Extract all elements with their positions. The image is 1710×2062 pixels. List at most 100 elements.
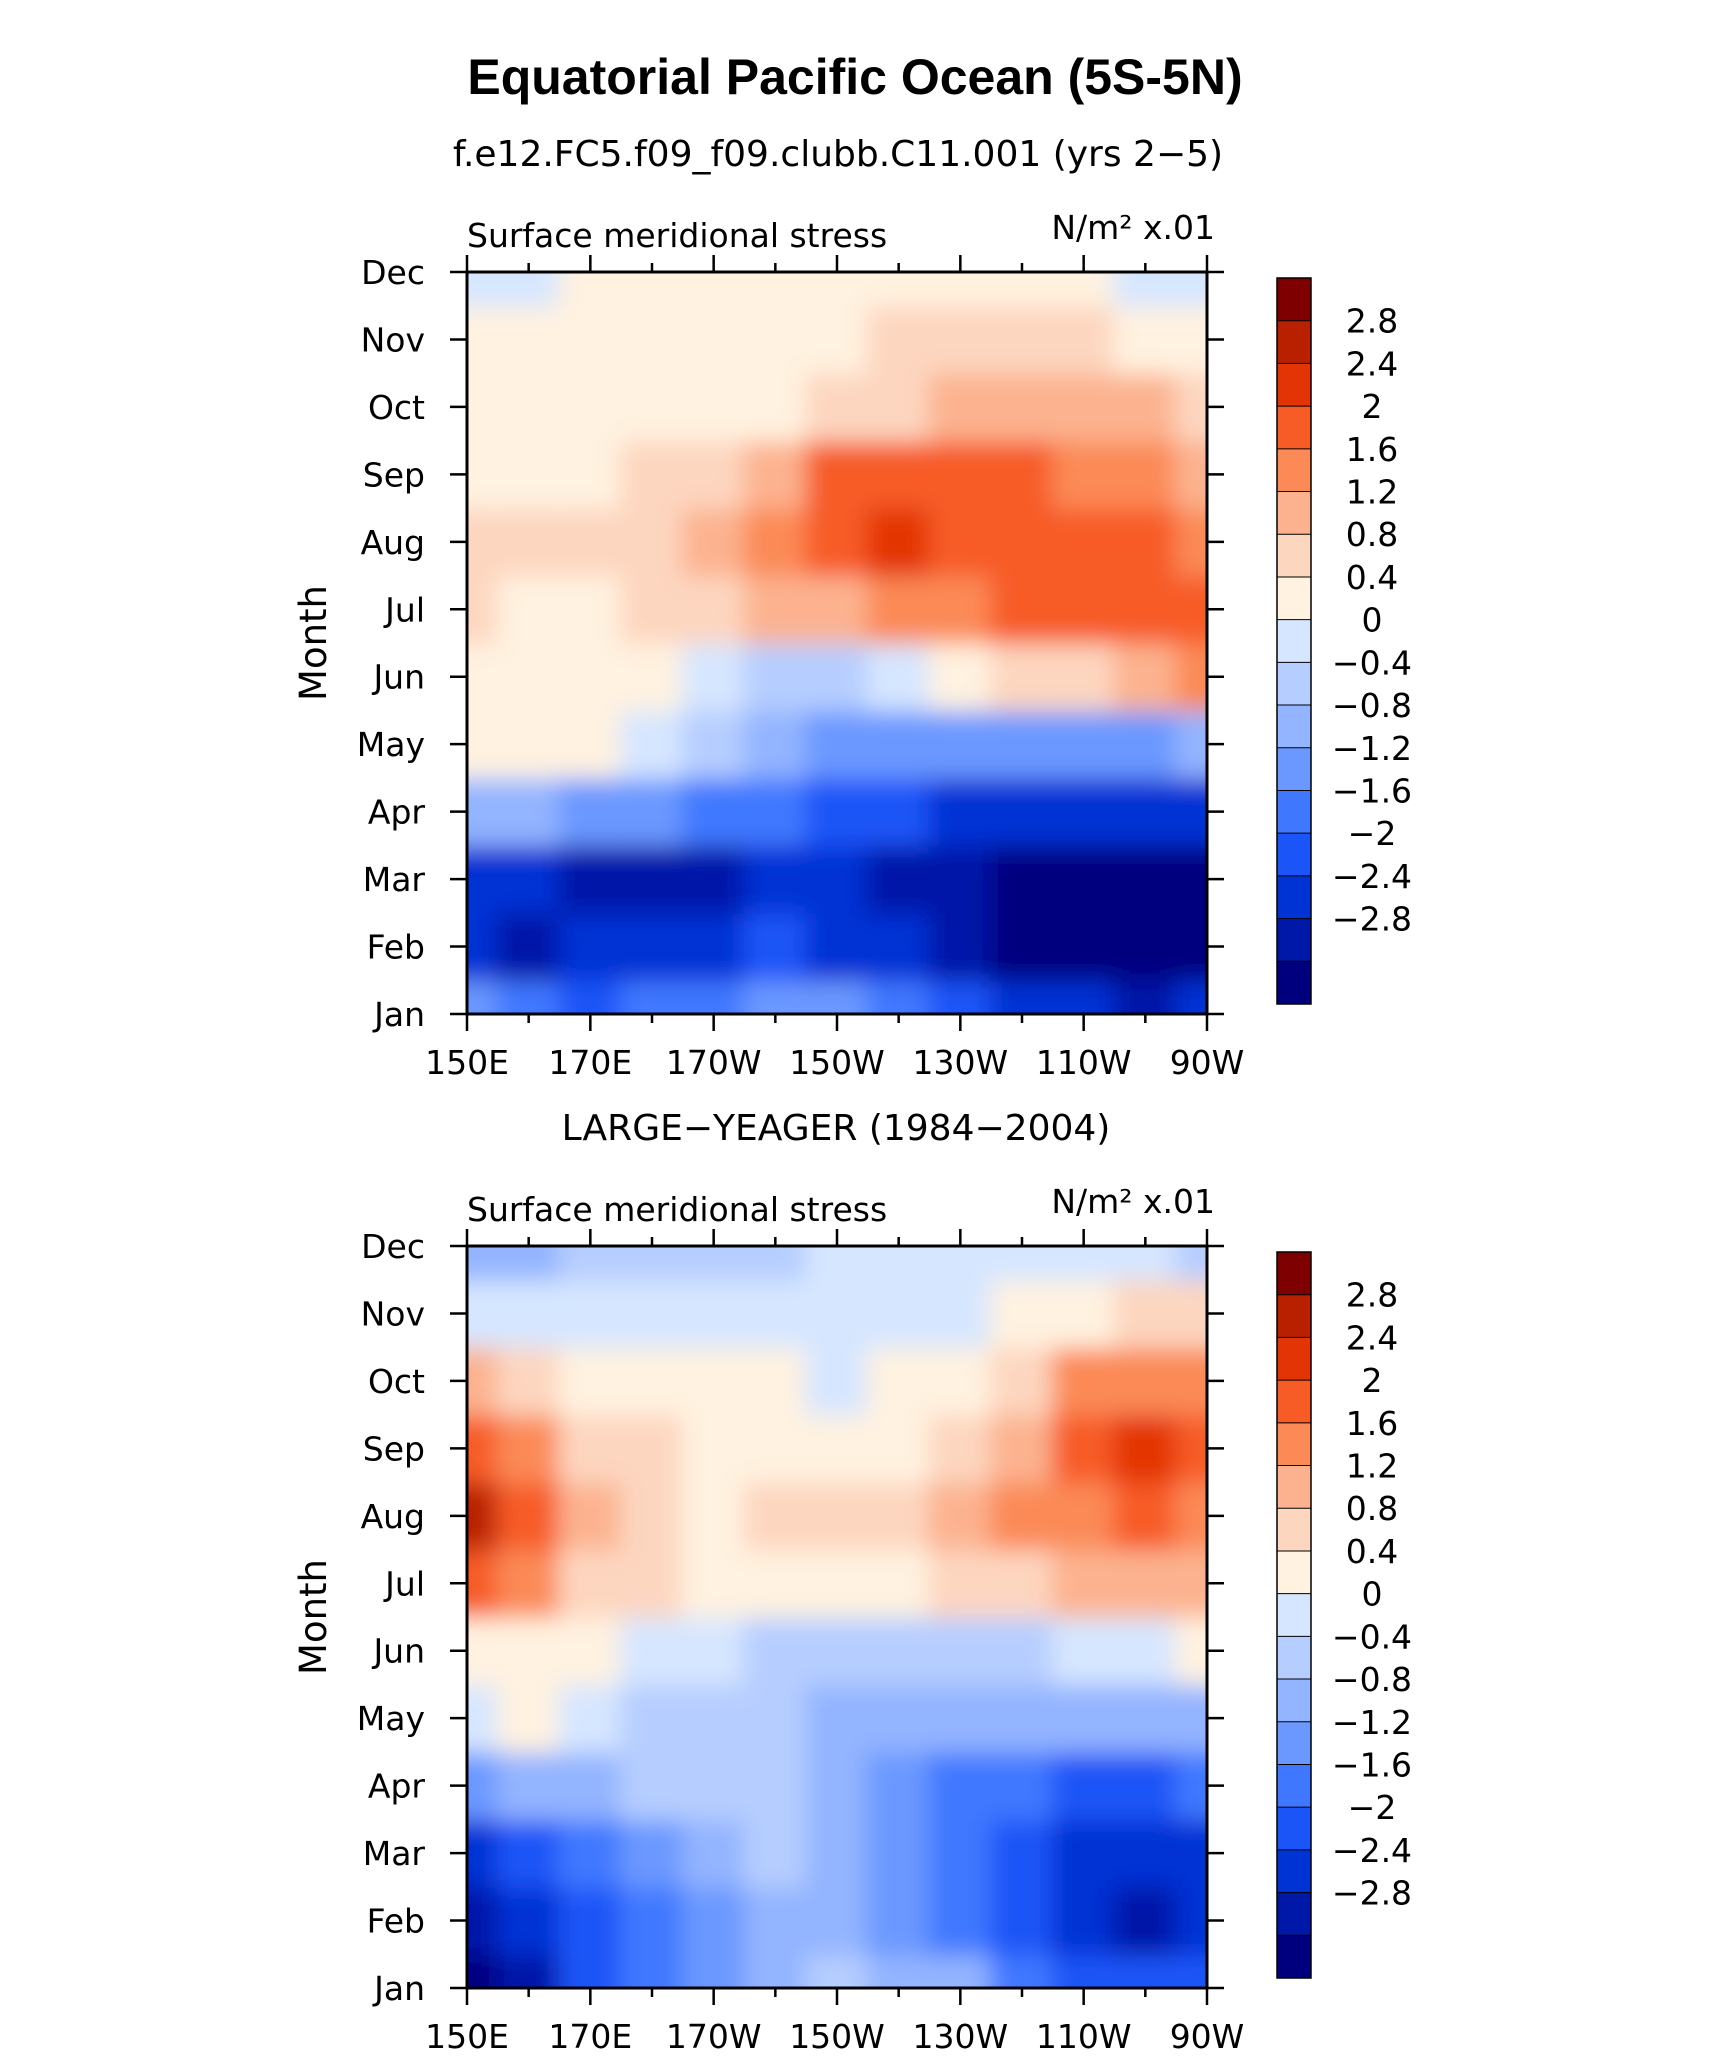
- y-tick-label: Apr: [368, 1767, 426, 1806]
- cell-May-220: [866, 709, 931, 779]
- cell-Mar-180: [620, 844, 684, 914]
- cell-Jul-260: [1113, 1548, 1178, 1618]
- cell-Jul-170: [558, 1548, 623, 1618]
- colorbar-label: −2: [1348, 1788, 1397, 1827]
- cell-Mar-160: [496, 1818, 561, 1888]
- cell-Feb-150: [467, 911, 499, 982]
- cell-Dec-200: [743, 272, 808, 307]
- cell-Sep-230: [928, 439, 993, 510]
- x-tick-label: 150E: [425, 2017, 509, 2056]
- cell-Mar-160: [496, 844, 561, 914]
- cell-Aug-250: [1051, 1481, 1116, 1551]
- cell-Aug-250: [1051, 507, 1116, 577]
- cell-May-160: [496, 709, 561, 779]
- cell-Dec-220: [866, 1246, 931, 1281]
- cell-Nov-170: [558, 1278, 623, 1349]
- y-tick-label: Nov: [361, 1294, 425, 1333]
- contour-field: [467, 272, 1207, 1014]
- cell-Aug-200: [743, 507, 808, 577]
- cell-Jan-260: [1113, 979, 1178, 1014]
- cell-Nov-220: [866, 304, 931, 375]
- cell-Jan-220: [866, 1953, 931, 1988]
- cell-Nov-150: [467, 304, 499, 375]
- colorbar-swatch: [1277, 1764, 1311, 1808]
- cell-Jun-170: [558, 1616, 623, 1686]
- cell-Sep-180: [620, 1413, 684, 1484]
- cell-Feb-260: [1113, 911, 1178, 982]
- cell-Oct-250: [1051, 1346, 1116, 1416]
- y-tick-label: Mar: [363, 860, 426, 899]
- cell-Oct-250: [1051, 372, 1116, 442]
- colorbar-swatch: [1277, 406, 1311, 450]
- colorbar-swatch: [1277, 1508, 1311, 1552]
- cell-Feb-240: [990, 911, 1054, 982]
- cell-Sep-260: [1113, 1413, 1178, 1484]
- colorbar-swatch: [1277, 1593, 1311, 1637]
- colorbar-label: −1.6: [1332, 1745, 1412, 1784]
- cell-Jun-220: [866, 642, 931, 712]
- colorbar-label: 2.8: [1346, 302, 1398, 341]
- cell-Jun-230: [928, 1616, 993, 1686]
- cell-Mar-190: [681, 844, 746, 914]
- cell-Jul-210: [805, 1548, 869, 1618]
- cell-Oct-240: [990, 372, 1054, 442]
- cell-Oct-170: [558, 1346, 623, 1416]
- panel-title: f.e12.FC5.f09_f09.clubb.C11.001 (yrs 2−5…: [453, 134, 1223, 175]
- cell-Jan-200: [743, 1953, 808, 1988]
- cell-May-200: [743, 709, 808, 779]
- cell-Jan-160: [496, 979, 561, 1014]
- cell-Feb-210: [805, 911, 869, 982]
- cell-Aug-270: [1175, 1481, 1207, 1551]
- cell-Aug-190: [681, 1481, 746, 1551]
- colorbar-swatch: [1277, 363, 1311, 407]
- cell-Sep-190: [681, 1413, 746, 1484]
- cell-Sep-270: [1175, 439, 1207, 510]
- cell-Jun-270: [1175, 1616, 1207, 1686]
- cell-Feb-270: [1175, 911, 1207, 982]
- variable-label: Surface meridional stress: [467, 216, 887, 255]
- cell-Jul-200: [743, 1548, 808, 1618]
- colorbar-label: −2: [1348, 814, 1397, 853]
- colorbar-swatch: [1277, 1721, 1311, 1765]
- cell-Jul-160: [496, 574, 561, 644]
- cell-Nov-240: [990, 304, 1054, 375]
- cell-Nov-170: [558, 304, 623, 375]
- cell-Dec-250: [1051, 272, 1116, 307]
- colorbar-label: −1.2: [1332, 1703, 1412, 1742]
- cell-Aug-200: [743, 1481, 808, 1551]
- cell-Nov-260: [1113, 304, 1178, 375]
- panel-title: LARGE−YEAGER (1984−2004): [562, 1108, 1111, 1149]
- cell-Jun-260: [1113, 1616, 1178, 1686]
- colorbar-swatch: [1277, 833, 1311, 877]
- colorbar-swatch: [1277, 1465, 1311, 1509]
- cell-Apr-200: [743, 1750, 808, 1821]
- cell-Jun-230: [928, 642, 993, 712]
- colorbar-swatch: [1277, 1849, 1311, 1894]
- colorbar-frame: [1276, 1251, 1312, 1979]
- cell-Nov-150: [467, 1278, 499, 1349]
- x-tick-label: 150E: [425, 1043, 509, 1082]
- cell-Jul-230: [928, 574, 993, 644]
- cell-Jun-240: [990, 642, 1054, 712]
- cell-Oct-160: [496, 372, 561, 442]
- cell-Mar-260: [1113, 844, 1178, 914]
- cell-Apr-240: [990, 1750, 1054, 1821]
- cell-Jan-240: [990, 1953, 1054, 1988]
- cell-Mar-200: [743, 1818, 808, 1888]
- cell-Jun-260: [1113, 642, 1178, 712]
- cell-Feb-250: [1051, 911, 1116, 982]
- cell-Mar-150: [467, 1818, 499, 1888]
- cell-May-210: [805, 709, 869, 779]
- cell-May-260: [1113, 709, 1178, 779]
- cell-Feb-240: [990, 1885, 1054, 1956]
- y-tick-label: Sep: [363, 1429, 425, 1468]
- cell-Oct-260: [1113, 372, 1178, 442]
- cell-Dec-230: [928, 272, 993, 307]
- cell-Oct-170: [558, 372, 623, 442]
- cell-Oct-150: [467, 1346, 499, 1416]
- cell-Jan-250: [1051, 979, 1116, 1014]
- cell-Oct-220: [866, 372, 931, 442]
- cell-Sep-220: [866, 439, 931, 510]
- cell-Jul-190: [681, 574, 746, 644]
- cell-Mar-210: [805, 1818, 869, 1888]
